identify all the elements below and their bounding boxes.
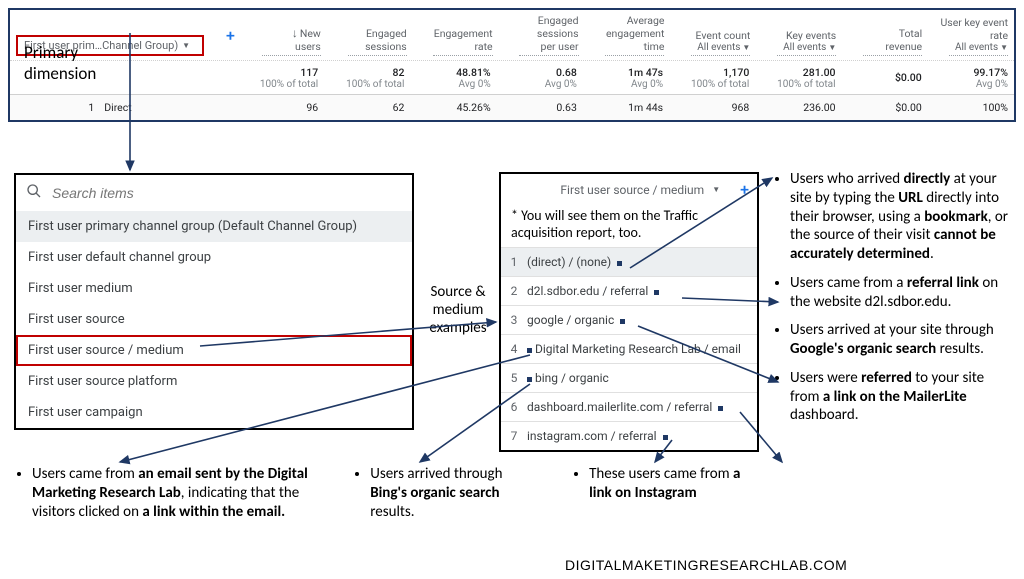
search-icon	[26, 183, 42, 203]
annotation-bottom: Users came from an email sent by the Dig…	[14, 465, 760, 521]
table-totals-row: 117100% of total 82100% of total 48.81%A…	[10, 60, 1014, 94]
col-sessions-per-user[interactable]: Engagedsessionsper user	[499, 10, 585, 60]
table-header-row: First user prim…Channel Group) ▼ + ↓New …	[10, 10, 1014, 60]
dimension-search-row	[16, 175, 412, 211]
col-key-events[interactable]: Key events All events ▼	[756, 10, 842, 60]
source-medium-row[interactable]: 3google / organic	[501, 305, 757, 334]
col-avg-engagement-time[interactable]: Averageengagementtime	[585, 10, 671, 60]
dimension-item[interactable]: First user source platform	[16, 366, 412, 397]
chevron-down-icon: ▼	[712, 185, 720, 194]
chevron-down-icon: ▼	[828, 43, 836, 52]
source-medium-row[interactable]: 7instagram.com / referral	[501, 421, 757, 450]
source-medium-row[interactable]: 1(direct) / (none)	[501, 247, 757, 276]
dimension-item[interactable]: First user medium	[16, 273, 412, 304]
marker-icon	[654, 290, 659, 295]
chevron-down-icon: ▼	[182, 41, 190, 50]
annotation-right: Users who arrived directly at your site …	[772, 170, 1016, 435]
marker-icon	[527, 348, 532, 353]
col-engaged-sessions[interactable]: Engagedsessions	[327, 10, 413, 60]
annotation-bullet: Users arrived at your site through Googl…	[790, 321, 1016, 359]
watermark: DIGITALMAKETINGRESEARCHLAB.COM	[565, 557, 847, 573]
col-total-revenue[interactable]: Totalrevenue	[842, 10, 928, 60]
annotation-source-medium: Source &mediumexamples	[419, 283, 497, 337]
marker-icon	[718, 406, 723, 411]
source-medium-header[interactable]: First user source / medium ▼ +	[501, 174, 757, 205]
dimension-search-input[interactable]	[52, 185, 402, 201]
col-user-key-event-rate[interactable]: User key eventrate All events ▼	[928, 10, 1014, 60]
col-new-users[interactable]: ↓New users	[241, 10, 327, 60]
marker-icon	[620, 319, 625, 324]
table-row[interactable]: 1Direct 96 62 45.26% 0.63 1m 44s 968 236…	[10, 94, 1014, 120]
marker-icon	[617, 261, 622, 266]
chevron-down-icon: ▼	[1000, 43, 1008, 52]
row-label: Direct	[104, 101, 131, 114]
annotation-bullet: Users who arrived directly at your site …	[790, 170, 1016, 264]
row-index: 1	[88, 101, 94, 114]
annotation-primary-dimension: Primarydimension	[24, 42, 96, 84]
add-dimension-button[interactable]: +	[226, 26, 235, 45]
dimension-item[interactable]: First user default channel group	[16, 242, 412, 273]
dimension-item[interactable]: First user primary channel group (Defaul…	[16, 211, 412, 242]
annotation-bullet: Users came from an email sent by the Dig…	[32, 465, 322, 521]
dimension-dropdown: First user primary channel group (Defaul…	[14, 173, 414, 430]
annotation-bullet: These users came from a link on Instagra…	[589, 465, 760, 503]
analytics-table: First user prim…Channel Group) ▼ + ↓New …	[8, 8, 1016, 122]
source-medium-row[interactable]: 6dashboard.mailerlite.com / referral	[501, 392, 757, 421]
annotation-bullet: Users arrived through Bing's organic sea…	[370, 465, 541, 521]
source-medium-row[interactable]: 4 Digital Marketing Research Lab / email	[501, 334, 757, 363]
annotation-bullet: Users were referred to your site from a …	[790, 369, 1016, 425]
add-dimension-button[interactable]: +	[740, 180, 749, 199]
source-medium-panel: First user source / medium ▼ + * You wil…	[499, 172, 759, 452]
annotation-bullet: Users came from a referral link on the w…	[790, 274, 1016, 312]
marker-icon	[527, 377, 532, 382]
sort-desc-icon: ↓	[292, 26, 298, 40]
dimension-item[interactable]: First user campaign	[16, 397, 412, 428]
dimension-item-source-medium[interactable]: First user source / medium	[16, 335, 412, 366]
source-medium-row[interactable]: 2d2l.sdbor.edu / referral	[501, 276, 757, 305]
dimension-item[interactable]: First user source	[16, 304, 412, 335]
col-engagement-rate[interactable]: Engagementrate	[413, 10, 499, 60]
chevron-down-icon: ▼	[742, 43, 750, 52]
marker-icon	[663, 435, 668, 440]
source-medium-row[interactable]: 5 bing / organic	[501, 363, 757, 392]
annotation-traffic-note: * You will see them on the Traffic acqui…	[501, 205, 757, 247]
col-event-count[interactable]: Event count All events ▼	[670, 10, 756, 60]
